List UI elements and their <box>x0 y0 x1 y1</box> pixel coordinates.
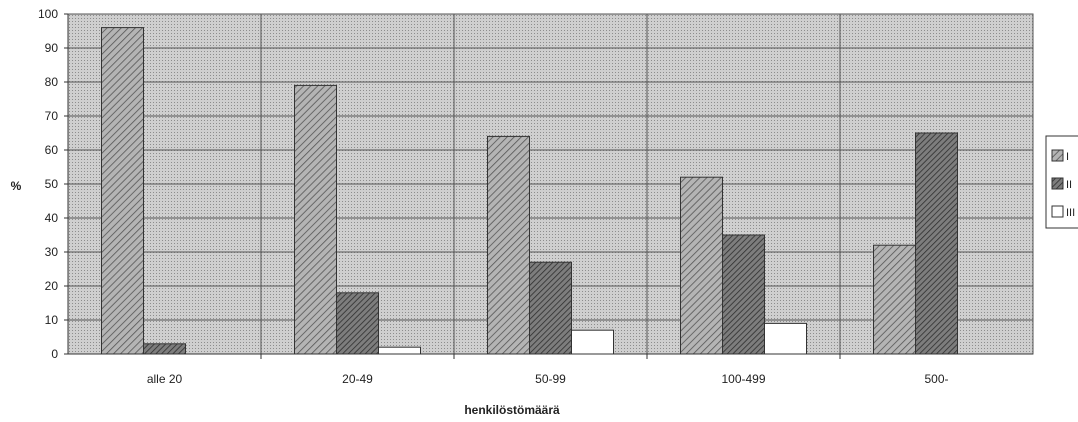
legend-label-iii: III <box>1066 207 1075 219</box>
bar-ii-alle-20 <box>143 343 186 355</box>
x-tick-label: alle 20 <box>147 372 183 386</box>
x-axis-ticks: alle 20 20-49 50-99 100-499 500- <box>147 354 949 386</box>
y-tick-label: 80 <box>45 75 59 89</box>
y-tick-label: 50 <box>45 177 59 191</box>
legend-swatch-ii <box>1051 177 1064 190</box>
bar-ii-50-99 <box>529 261 572 355</box>
legend-swatch-i <box>1051 149 1064 162</box>
x-tick-label: 100-499 <box>721 372 765 386</box>
bar-i-50-99 <box>487 135 530 355</box>
x-tick-label: 20-49 <box>342 372 373 386</box>
bar-iii-100-499 <box>764 322 807 355</box>
bar-i-100-499 <box>680 176 723 355</box>
x-axis-title: henkilöstömäärä <box>464 403 560 417</box>
bars <box>101 27 958 355</box>
bar-i-500- <box>873 244 916 355</box>
legend-swatch-iii <box>1051 205 1064 218</box>
y-tick-label: 20 <box>45 279 59 293</box>
y-tick-label: 30 <box>45 245 59 259</box>
y-tick-label: 0 <box>51 347 58 361</box>
y-tick-label: 60 <box>45 143 59 157</box>
y-tick-label: 90 <box>45 41 59 55</box>
y-tick-label: 100 <box>38 7 58 21</box>
bar-iii-20-49 <box>378 346 421 355</box>
x-tick-label: 50-99 <box>535 372 566 386</box>
x-tick-label: 500- <box>924 372 948 386</box>
y-tick-label: 70 <box>45 109 59 123</box>
bar-i-alle-20 <box>101 27 144 355</box>
y-tick-label: 40 <box>45 211 59 225</box>
legend-label-i: I <box>1066 151 1069 163</box>
legend-label-ii: II <box>1066 179 1072 191</box>
y-axis-title: % <box>11 179 22 193</box>
bar-ii-100-499 <box>722 234 765 355</box>
y-axis-ticks: 0 10 20 30 40 50 60 70 80 90 100 <box>38 7 68 361</box>
bar-i-20-49 <box>294 84 337 355</box>
bar-ii-500- <box>915 132 958 355</box>
y-tick-label: 10 <box>45 313 59 327</box>
bar-iii-50-99 <box>571 329 614 355</box>
bar-ii-20-49 <box>336 292 379 355</box>
